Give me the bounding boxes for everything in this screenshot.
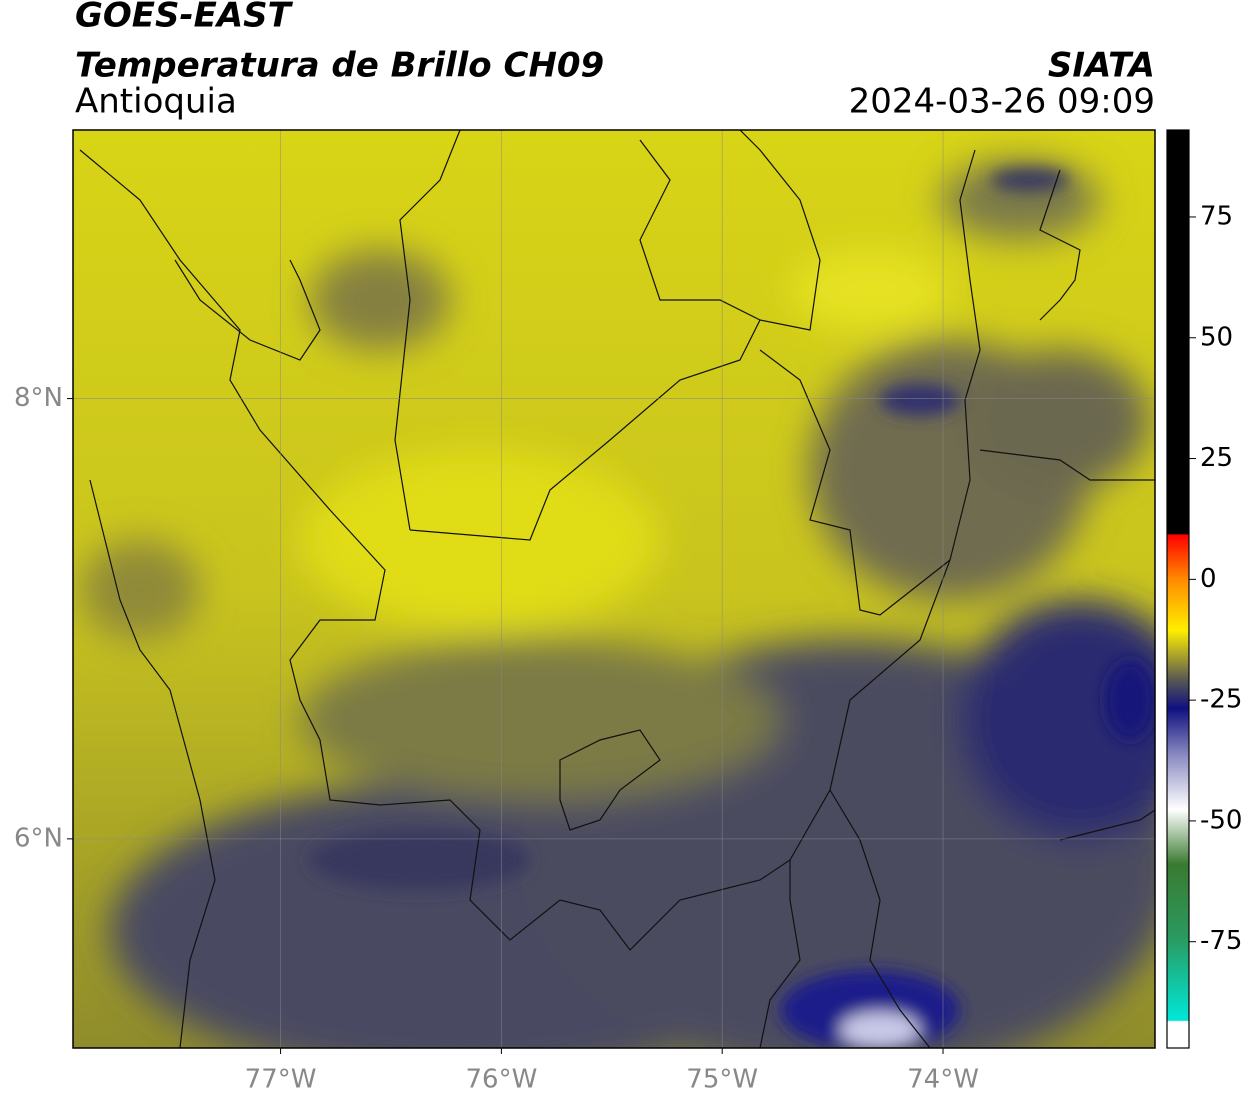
colorbar-tick-label: 25 [1200, 443, 1233, 473]
colorbar-tick-label: -75 [1200, 926, 1242, 956]
title: GOES-EAST [75, 0, 294, 36]
subtitle: Antioquia [75, 82, 237, 122]
map-frame [72, 129, 1156, 1049]
colorbar-tick-label: -50 [1200, 805, 1242, 835]
y-tick-label: 6°N [14, 823, 63, 853]
y-tick-label: 8°N [14, 383, 63, 413]
x-tick-label: 74°W [907, 1065, 979, 1095]
x-tick-label: 75°W [686, 1065, 758, 1095]
title: Temperatura de Brillo CH09 [75, 46, 604, 86]
x-tick-label: 77°W [245, 1065, 317, 1095]
x-tick-label: 76°W [465, 1065, 537, 1095]
colorbar-tick-label: 75 [1200, 201, 1233, 231]
timestamp: 2024-03-26 09:09 [849, 82, 1155, 122]
colorbar-tick-label: -25 [1200, 685, 1242, 715]
colorbar-tick-label: 0 [1200, 564, 1217, 594]
map-image [73, 130, 1155, 1048]
colorbar [1166, 129, 1190, 1049]
source: SIATA [1048, 46, 1155, 86]
colorbar-tick-label: 50 [1200, 322, 1233, 352]
